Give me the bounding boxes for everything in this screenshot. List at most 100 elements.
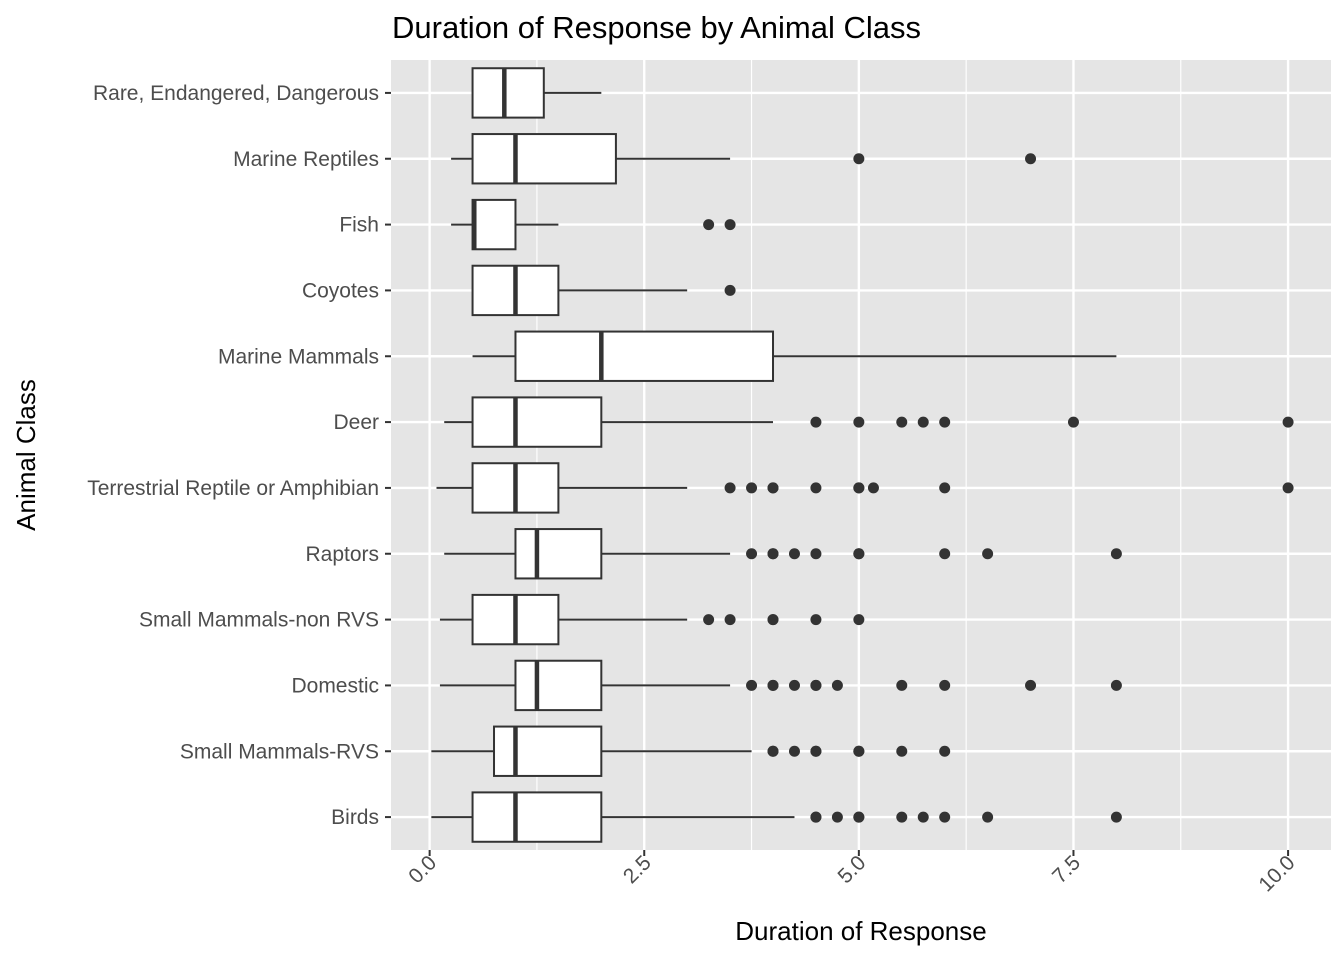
box-coyotes (471, 264, 736, 317)
outlier-point (896, 679, 908, 691)
outlier-point (746, 482, 758, 494)
iqr-box (471, 396, 603, 448)
y-tick-label: Raptors (305, 543, 379, 566)
outlier-point (767, 745, 779, 757)
outlier-point (767, 482, 779, 494)
box-rare-endangered-dangerous (471, 67, 602, 119)
outlier-point (703, 614, 715, 626)
x-tick-label: 0.0 (404, 851, 441, 888)
iqr-box (471, 67, 545, 119)
outlier-point (724, 284, 736, 296)
chart-title: Duration of Response by Animal Class (392, 10, 921, 45)
y-tick-label: Deer (333, 411, 379, 434)
y-tick-label: Coyotes (302, 279, 379, 302)
y-axis: Rare, Endangered, Dangerous Marine Reptil… (87, 82, 391, 829)
outlier-point (810, 745, 822, 757)
x-axis: 0.0 2.5 5.0 7.5 10.0 (404, 850, 1300, 896)
outlier-point (896, 811, 908, 823)
outlier-point (867, 482, 879, 494)
outlier-point (982, 811, 994, 823)
outlier-point (767, 548, 779, 560)
outlier-point (853, 482, 865, 494)
outlier-point (788, 679, 800, 691)
outlier-point (810, 679, 822, 691)
outlier-point (810, 811, 822, 823)
box-fish (451, 198, 736, 251)
outlier-point (1282, 482, 1294, 494)
outlier-point (724, 219, 736, 231)
box-series (431, 67, 1294, 843)
y-tick-label: Terrestrial Reptile or Amphibian (87, 477, 379, 500)
outlier-point (703, 219, 715, 231)
plot-panel (391, 60, 1331, 850)
iqr-box (471, 791, 603, 843)
outlier-point (1025, 679, 1037, 691)
x-tick-label: 7.5 (1048, 851, 1085, 888)
outlier-point (810, 548, 822, 560)
x-tick-label: 10.0 (1254, 851, 1299, 896)
box-deer (444, 396, 1294, 448)
x-tick-label: 5.0 (833, 851, 870, 888)
outlier-point (788, 745, 800, 757)
y-tick-label: Domestic (291, 674, 379, 697)
iqr-box (514, 330, 775, 382)
outlier-point (1067, 416, 1079, 428)
outlier-point (1110, 811, 1122, 823)
outlier-point (810, 614, 822, 626)
outlier-point (853, 153, 865, 165)
y-tick-label: Marine Reptiles (233, 148, 379, 171)
outlier-point (724, 482, 736, 494)
outlier-point (939, 416, 951, 428)
x-axis-title: Duration of Response (735, 916, 986, 946)
box-small-mammals-rvs (431, 725, 951, 777)
iqr-box (493, 725, 603, 777)
outlier-point (853, 416, 865, 428)
outlier-point (896, 745, 908, 757)
outlier-point (853, 548, 865, 560)
y-tick-label: Fish (339, 214, 379, 237)
outlier-point (788, 548, 800, 560)
iqr-box (514, 659, 603, 712)
outlier-point (767, 614, 779, 626)
outlier-point (746, 679, 758, 691)
box-small-mammals-non-rvs (439, 593, 865, 646)
outlier-point (853, 614, 865, 626)
iqr-box (471, 198, 517, 251)
outlier-point (939, 745, 951, 757)
y-axis-title: Animal Class (11, 379, 41, 531)
outlier-point (831, 811, 843, 823)
box-marine-reptiles (451, 133, 1037, 185)
outlier-point (810, 482, 822, 494)
outlier-point (853, 745, 865, 757)
box-raptors (444, 528, 1122, 580)
outlier-point (939, 482, 951, 494)
y-tick-label: Rare, Endangered, Dangerous (93, 82, 379, 105)
y-tick-label: Marine Mammals (218, 345, 379, 368)
box-birds (431, 791, 1122, 843)
y-tick-label: Small Mammals-non RVS (139, 609, 379, 632)
outlier-point (917, 416, 929, 428)
outlier-point (1025, 153, 1037, 165)
outlier-point (1110, 548, 1122, 560)
box-terrestrial-reptile-or-amphibian (436, 462, 1294, 514)
outlier-point (767, 679, 779, 691)
outlier-point (746, 548, 758, 560)
iqr-box (514, 528, 603, 580)
outlier-point (896, 416, 908, 428)
iqr-box (471, 133, 617, 185)
outlier-point (939, 679, 951, 691)
outlier-point (810, 416, 822, 428)
outlier-point (831, 679, 843, 691)
outlier-point (1110, 679, 1122, 691)
outlier-point (982, 548, 994, 560)
outlier-point (853, 811, 865, 823)
outlier-point (939, 548, 951, 560)
outlier-point (939, 811, 951, 823)
outlier-point (1282, 416, 1294, 428)
box-marine-mammals (472, 330, 1117, 382)
outlier-point (917, 811, 929, 823)
y-tick-label: Small Mammals-RVS (180, 740, 379, 763)
y-tick-label: Birds (331, 806, 379, 829)
x-tick-label: 2.5 (619, 851, 656, 888)
